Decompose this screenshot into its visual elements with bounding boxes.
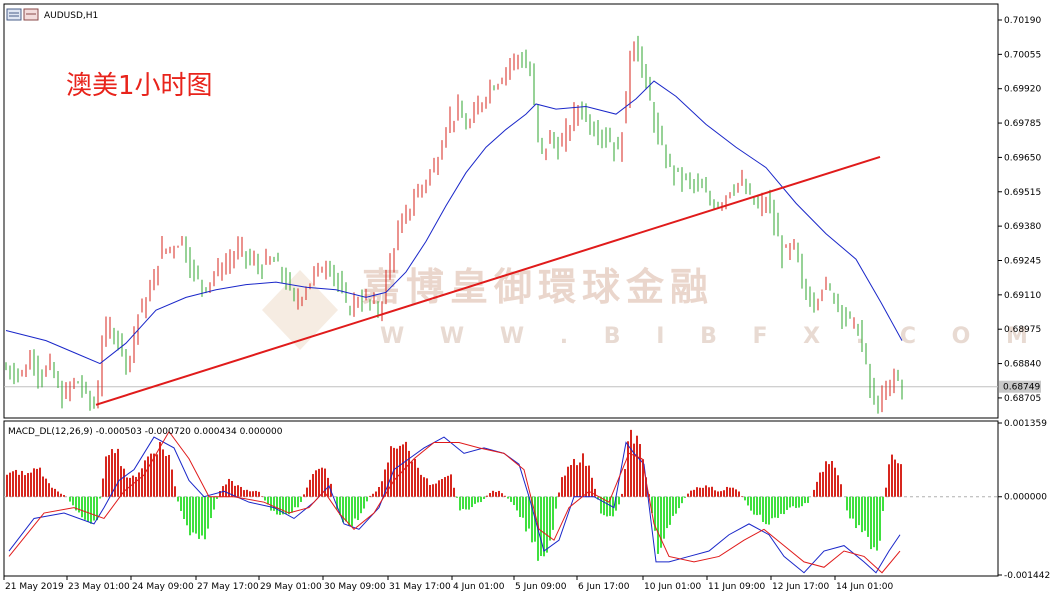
price-tick-label: 0.69650 — [1004, 153, 1041, 163]
price-tick-label: 0.70055 — [1004, 50, 1041, 60]
macd-title: MACD_DL(12,26,9) -0.000503 -0.000720 0.0… — [8, 427, 283, 437]
time-tick-label: 24 May 09:00 — [132, 582, 194, 592]
trend-line — [95, 155, 881, 406]
chart-title: AUDUSD,H1 — [44, 11, 98, 21]
time-tick-label: 23 May 01:00 — [68, 582, 130, 592]
price-tick-label: 0.69920 — [1004, 85, 1041, 95]
time-tick-label: 31 May 17:00 — [389, 582, 451, 592]
signal-line — [8, 430, 901, 574]
price-pane-frame — [3, 3, 999, 419]
macd-tick-label: -0.001442 — [1004, 571, 1050, 581]
macd-tick-label: 0.001359 — [1004, 419, 1047, 429]
axes: 0.70190 0.70055 0.69920 0.69785 0.69650 0.695… — [3, 16, 1050, 592]
time-tick-label: 5 Jun 09:00 — [515, 582, 567, 592]
price-tick-label: 0.68705 — [1004, 394, 1041, 404]
price-series — [4, 35, 998, 414]
price-tick-label: 0.69515 — [1004, 188, 1041, 198]
current-price-marker: 0.68749 — [999, 380, 1041, 393]
time-tick-label: 21 May 2019 — [5, 582, 64, 592]
macd-series — [4, 429, 998, 574]
price-tick-label: 0.68840 — [1004, 360, 1041, 370]
macd-line — [8, 436, 901, 574]
time-tick-label: 10 Jun 01:00 — [644, 582, 701, 592]
time-tick-label: 14 Jun 01:00 — [836, 582, 893, 592]
price-tick-label: 0.69245 — [1004, 256, 1041, 266]
time-tick-label: 12 Jun 17:00 — [772, 582, 829, 592]
time-tick-label: 11 Jun 09:00 — [708, 582, 765, 592]
time-tick-label: 29 May 01:00 — [260, 582, 322, 592]
chart-annotation: 澳美1小时图 — [66, 71, 213, 101]
price-tick-label: 0.70190 — [1004, 16, 1041, 26]
price-tick-label: 0.69785 — [1004, 119, 1041, 129]
watermark-logo — [262, 270, 338, 350]
time-tick-label: 30 May 09:00 — [324, 582, 386, 592]
macd-tick-label: 0.000000 — [1004, 493, 1047, 503]
watermark: 嘉博皇御環球金融 W W W . B I B F X . C O M — [262, 265, 1042, 350]
price-tick-label: 0.69110 — [1004, 291, 1041, 301]
time-tick-label: 4 Jun 01:00 — [453, 582, 505, 592]
time-tick-label: 6 Jun 17:00 — [578, 582, 630, 592]
price-tick-label: 0.69380 — [1004, 222, 1041, 232]
chart-icon — [6, 8, 39, 21]
watermark-url: W W W . B I B F X . C O M — [380, 324, 1042, 349]
price-tick-label: 0.68975 — [1004, 325, 1041, 335]
watermark-text: 嘉博皇御環球金融 — [362, 265, 714, 309]
moving-average-line — [5, 80, 903, 365]
time-tick-label: 27 May 17:00 — [197, 582, 259, 592]
macd-pane-frame — [3, 420, 999, 577]
current-price-label: 0.68749 — [1003, 383, 1040, 393]
